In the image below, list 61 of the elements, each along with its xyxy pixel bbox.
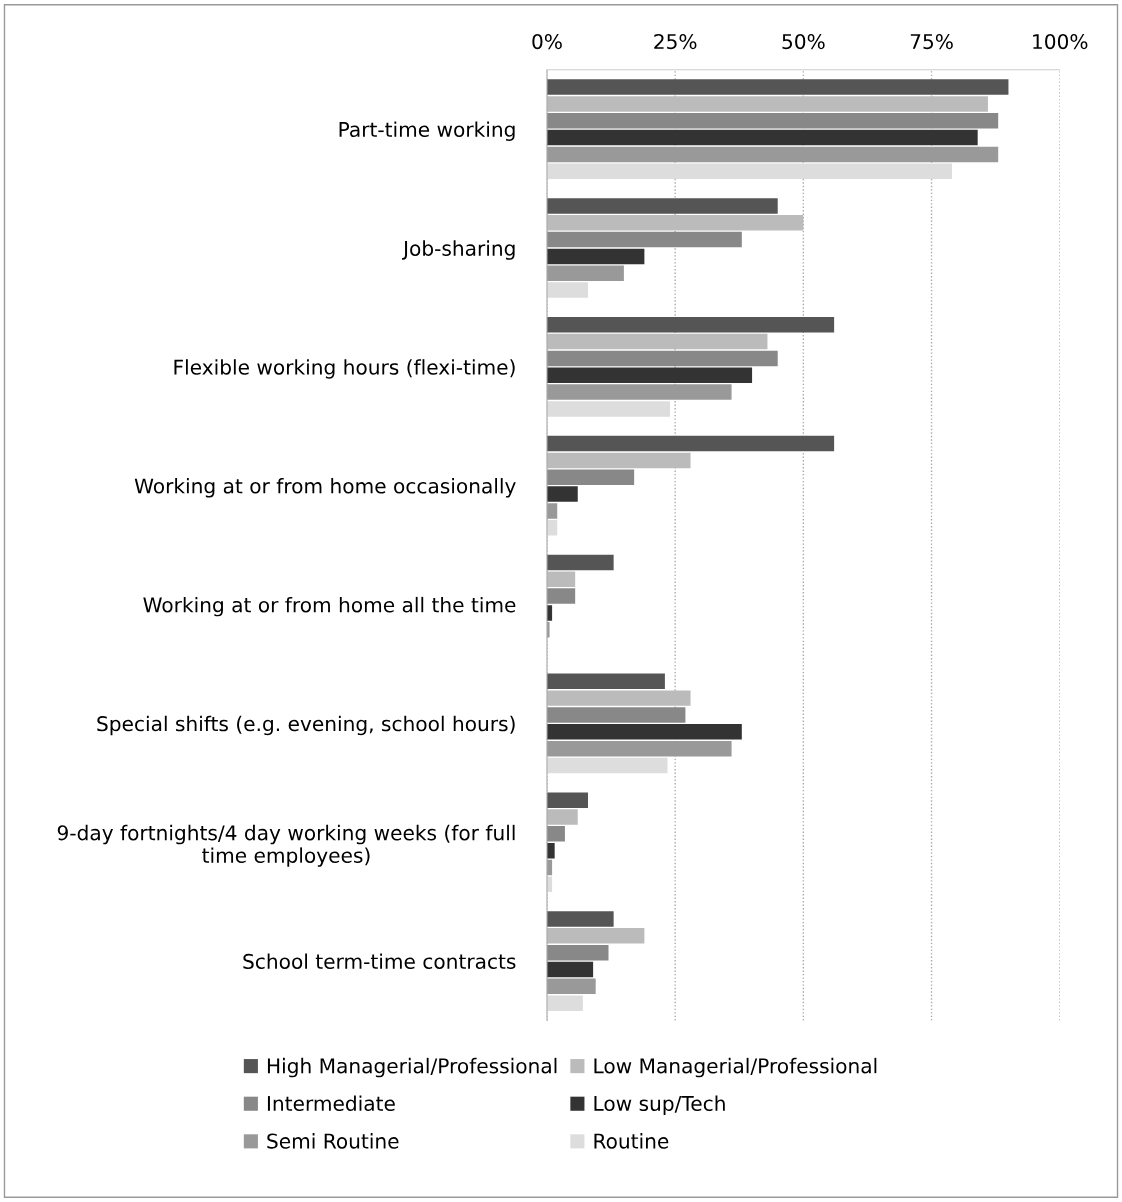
bar [546, 96, 988, 112]
bar [546, 146, 999, 163]
bar [546, 401, 671, 417]
bar [546, 79, 1009, 95]
y-tick-label: Special shifts (e.g. evening, school hours) [97, 715, 515, 736]
legend-label: High Managerial/Professional [267, 1057, 557, 1078]
x-tick-label: 50% [782, 33, 825, 50]
bar [546, 673, 665, 690]
bar [546, 333, 768, 350]
bar [546, 571, 576, 588]
bar [546, 198, 778, 214]
bar [546, 826, 565, 842]
bar [546, 757, 668, 774]
bar [546, 384, 732, 400]
legend-label: Low sup/Tech [594, 1095, 725, 1115]
bar [546, 690, 691, 706]
bar [546, 928, 645, 944]
bar [546, 248, 645, 265]
bar [546, 978, 596, 995]
bar [546, 588, 576, 604]
bar [546, 317, 835, 333]
bar [546, 435, 835, 452]
bar [546, 486, 578, 502]
bar [546, 995, 583, 1011]
y-tick-label: Job-sharing [402, 240, 515, 260]
y-tick-label: 9-day fortnights/4 day working weeks (for full time employees) [57, 824, 515, 867]
bar [546, 129, 978, 146]
legend-label: Semi Routine [267, 1133, 399, 1149]
bar [546, 944, 609, 961]
bar [546, 503, 558, 519]
legend-label: Routine [594, 1133, 669, 1149]
bar [546, 520, 558, 536]
bar [546, 554, 614, 571]
x-tick-label: 75% [910, 33, 953, 50]
bar [546, 792, 588, 808]
bar [546, 163, 953, 179]
bar [546, 214, 804, 231]
bar [546, 282, 588, 298]
bar [546, 350, 778, 367]
bar [546, 961, 594, 978]
bar [546, 809, 578, 825]
bar [546, 231, 742, 248]
x-tick-label: 0% [532, 33, 562, 50]
bar [546, 740, 732, 757]
legend-label: Intermediate [267, 1095, 395, 1112]
bar [546, 367, 753, 383]
y-tick-label: School term-time contracts [243, 953, 516, 970]
bar [546, 112, 999, 129]
y-tick-label: Working at or from home all the time [143, 596, 516, 617]
bar [546, 911, 614, 927]
bar [546, 452, 691, 469]
y-tick-label: Part-time working [339, 121, 515, 141]
x-tick-label: 25% [654, 33, 697, 50]
bar [546, 724, 742, 740]
bar [546, 469, 635, 486]
y-tick-label: Working at or from home occasionally [134, 478, 516, 498]
x-tick-label: 100% [1033, 33, 1088, 50]
y-tick-label: Flexible working hours (flexi-time) [174, 359, 515, 379]
bar [546, 265, 624, 281]
bar [546, 707, 686, 723]
legend-label: Low Managerial/Professional [594, 1057, 877, 1078]
